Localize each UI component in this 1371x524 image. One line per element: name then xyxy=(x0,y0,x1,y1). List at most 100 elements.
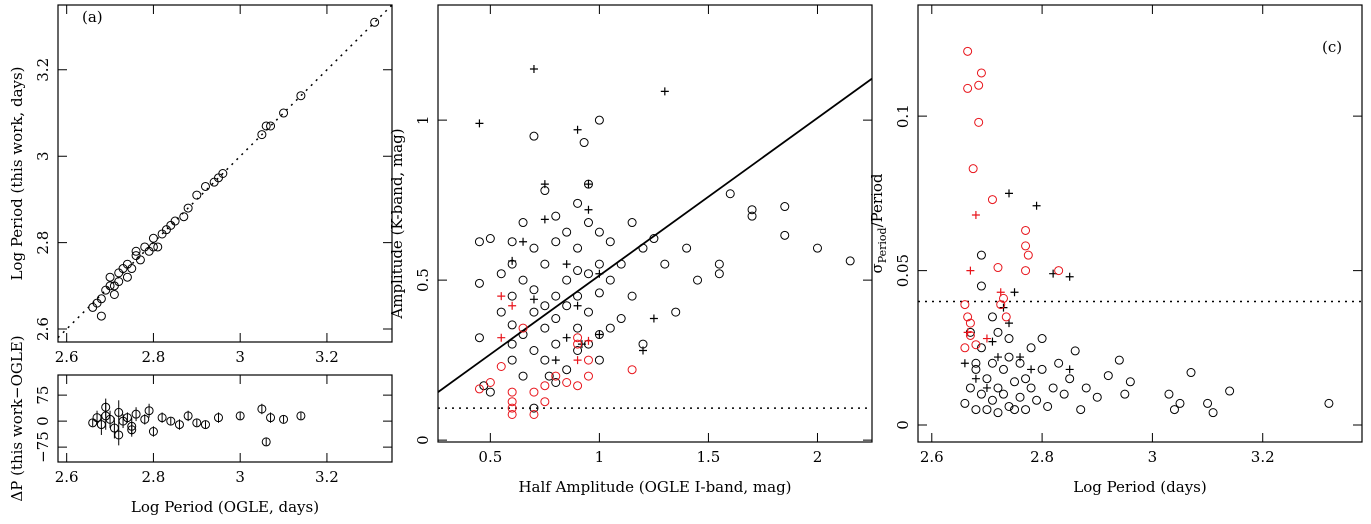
circle-marker xyxy=(551,291,561,301)
circle-marker xyxy=(148,426,158,436)
circle-marker xyxy=(161,225,171,235)
circle-marker xyxy=(1004,352,1014,362)
circle-marker xyxy=(551,314,561,324)
plus-marker xyxy=(497,292,506,301)
x-axis-label: Log Period (OGLE, days) xyxy=(131,498,319,516)
plus-marker xyxy=(562,260,571,269)
circle-marker xyxy=(1032,395,1042,405)
plus-marker xyxy=(963,328,972,337)
plus-marker xyxy=(529,64,538,73)
circle-marker xyxy=(518,323,528,333)
circle-marker xyxy=(529,285,539,295)
circle-marker xyxy=(496,362,506,372)
plot-area xyxy=(58,5,392,339)
circle-marker xyxy=(638,243,648,253)
circle-marker xyxy=(1125,377,1135,387)
circle-marker xyxy=(982,374,992,384)
plus-marker xyxy=(1005,189,1014,198)
circle-marker xyxy=(976,281,986,291)
plus-marker xyxy=(639,346,648,355)
circle-marker xyxy=(987,358,997,368)
circle-marker xyxy=(474,237,484,247)
circle-marker xyxy=(131,246,141,256)
plus-marker xyxy=(584,205,593,214)
circle-marker xyxy=(963,46,973,56)
circle-marker xyxy=(540,259,550,269)
circle-marker xyxy=(974,80,984,90)
circle-marker xyxy=(976,250,986,260)
circle-marker xyxy=(993,383,1003,393)
circle-marker xyxy=(660,259,670,269)
plus-marker xyxy=(1065,365,1074,374)
circle-marker xyxy=(200,420,210,430)
plot-frame xyxy=(57,374,393,463)
circle-marker xyxy=(627,365,637,375)
circle-marker xyxy=(1164,389,1174,399)
y-axis-label: σPeriod/Period xyxy=(868,173,889,273)
circle-marker xyxy=(544,371,554,381)
circle-marker xyxy=(496,307,506,317)
circle-marker xyxy=(92,298,102,308)
circle-marker xyxy=(257,130,267,140)
circle-marker xyxy=(998,364,1008,374)
circle-marker xyxy=(529,403,539,413)
circle-marker xyxy=(1059,389,1069,399)
circle-marker xyxy=(166,416,176,426)
plus-marker xyxy=(529,295,538,304)
circle-marker xyxy=(573,243,583,253)
circle-marker xyxy=(993,327,1003,337)
circle-marker xyxy=(971,364,981,374)
circle-marker xyxy=(974,117,984,127)
plus-marker xyxy=(540,180,549,189)
x-tick-label: 2.6 xyxy=(920,448,944,466)
circle-marker xyxy=(965,330,975,340)
circle-marker xyxy=(960,343,970,353)
circle-marker xyxy=(153,242,163,252)
circle-marker xyxy=(780,230,790,240)
circle-marker xyxy=(1169,405,1179,415)
x-tick-label: 1.5 xyxy=(697,448,721,466)
circle-marker xyxy=(1021,374,1031,384)
plus-marker xyxy=(971,211,980,220)
circle-marker xyxy=(540,323,550,333)
circle-marker xyxy=(725,189,735,199)
circle-marker xyxy=(1208,408,1218,418)
circle-marker xyxy=(993,408,1003,418)
circle-marker xyxy=(279,414,289,424)
plus-marker xyxy=(551,356,560,365)
circle-marker xyxy=(148,233,158,243)
circle-marker xyxy=(993,263,1003,273)
circle-marker xyxy=(616,314,626,324)
circle-marker xyxy=(529,409,539,419)
circle-marker xyxy=(485,387,495,397)
circle-marker xyxy=(261,121,271,131)
circle-marker xyxy=(1324,398,1334,408)
y-axis-label: ΔP (this work−OGLE) xyxy=(8,335,26,501)
circle-marker xyxy=(1186,368,1196,378)
circle-marker xyxy=(616,259,626,269)
circle-marker xyxy=(114,268,124,278)
circle-marker xyxy=(174,420,184,430)
circle-marker xyxy=(235,411,245,421)
circle-marker xyxy=(529,131,539,141)
plus-marker xyxy=(595,269,604,278)
circle-marker xyxy=(971,340,981,350)
plus-marker xyxy=(660,87,669,96)
circle-marker xyxy=(192,418,202,428)
circle-marker xyxy=(296,91,306,101)
circle-marker xyxy=(1175,398,1185,408)
plot-area xyxy=(88,398,306,447)
circle-marker xyxy=(213,173,223,183)
circle-marker xyxy=(1037,364,1047,374)
circle-marker xyxy=(213,413,223,423)
circle-marker xyxy=(965,318,975,328)
plus-marker xyxy=(573,356,582,365)
circle-marker xyxy=(540,381,550,391)
plus-marker xyxy=(966,266,975,275)
circle-marker xyxy=(474,278,484,288)
circle-marker xyxy=(261,437,271,447)
circle-marker xyxy=(1076,405,1086,415)
x-tick-label: 3 xyxy=(235,348,245,366)
x-tick-label: 3 xyxy=(235,468,245,486)
